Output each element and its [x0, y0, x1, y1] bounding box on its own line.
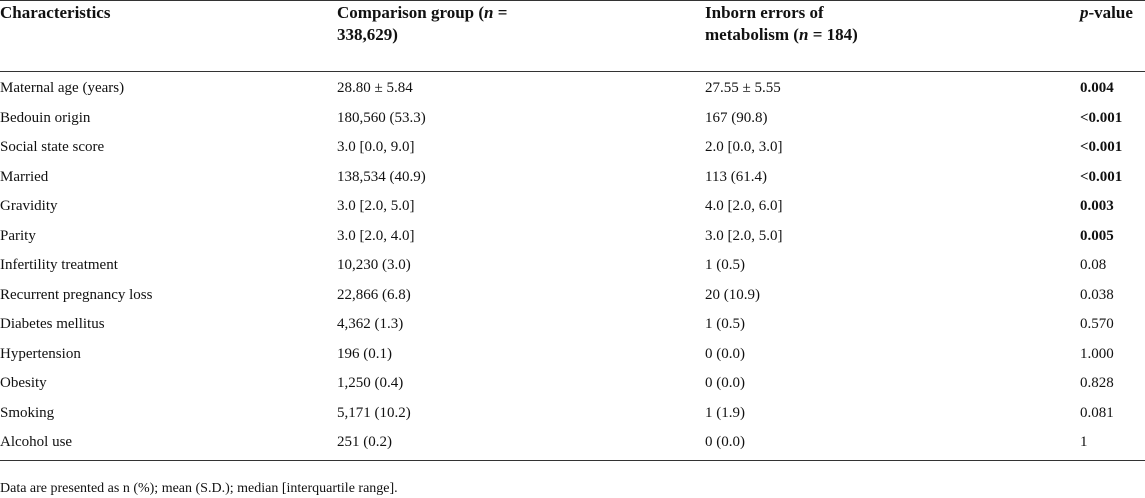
cell-p-value: 0.005	[1080, 227, 1114, 244]
cell-p-value: 0.08	[1080, 257, 1107, 273]
cell-iem: 0 (0.0)	[705, 375, 745, 391]
cell-iem: 1 (0.5)	[705, 257, 745, 273]
cell-comparison: 180,560 (53.3)	[337, 109, 426, 126]
cell-p-value: 0.081	[1080, 404, 1114, 421]
header-text: = 184)	[808, 25, 858, 44]
header-text: 338,629)	[337, 25, 398, 44]
cell-p-value: 0.570	[1080, 316, 1114, 332]
header-comparison: Comparison group (n = 338,629)	[337, 2, 507, 46]
cell-characteristic: Social state score	[0, 139, 105, 155]
cell-characteristic: Diabetes mellitus	[0, 316, 105, 332]
cell-comparison: 138,534 (40.9)	[337, 168, 426, 185]
cell-p-value: 0.003	[1080, 198, 1114, 214]
cell-comparison: 28.80 ± 5.84	[337, 80, 413, 96]
cell-comparison: 196 (0.1)	[337, 345, 392, 362]
cell-comparison: 3.0 [0.0, 9.0]	[337, 139, 415, 155]
cell-iem: 3.0 [2.0, 5.0]	[705, 227, 783, 244]
cell-iem: 0 (0.0)	[705, 434, 745, 450]
header-text: n	[798, 25, 809, 44]
cell-iem: 0 (0.0)	[705, 345, 745, 362]
cell-comparison: 3.0 [2.0, 4.0]	[337, 227, 415, 244]
cell-comparison: 4,362 (1.3)	[337, 316, 404, 332]
cell-characteristic: Bedouin origin	[0, 109, 91, 126]
cell-p-value: <0.001	[1080, 168, 1123, 185]
cell-p-value: <0.001	[1080, 109, 1123, 126]
cell-comparison: 5,171 (10.2)	[337, 404, 411, 421]
cell-comparison: 3.0 [2.0, 5.0]	[337, 198, 415, 214]
cell-characteristic: Infertility treatment	[0, 257, 118, 273]
cell-characteristic: Smoking	[0, 404, 55, 421]
cell-characteristic: Obesity	[0, 375, 47, 391]
cell-iem: 167 (90.8)	[705, 109, 768, 126]
cell-comparison: 10,230 (3.0)	[337, 257, 411, 273]
cell-characteristic: Gravidity	[0, 198, 58, 214]
cell-iem: 27.55 ± 5.55	[705, 80, 781, 96]
cell-iem: 1 (1.9)	[705, 404, 745, 421]
cell-iem: 4.0 [2.0, 6.0]	[705, 198, 783, 214]
header-text: -value	[1088, 3, 1133, 22]
cell-iem: 20 (10.9)	[705, 286, 760, 303]
cell-characteristic: Married	[0, 168, 49, 185]
header-text: metabolism (	[705, 25, 799, 44]
cell-p-value: 0.828	[1080, 375, 1114, 391]
cell-characteristic: Maternal age (years)	[0, 80, 125, 96]
header-text: n	[484, 3, 494, 22]
header-characteristics: Characteristics	[0, 3, 111, 22]
cell-comparison: 251 (0.2)	[337, 434, 392, 450]
header-iem: Inborn errors of metabolism (n = 184)	[705, 2, 858, 46]
cell-p-value: 1.000	[1080, 345, 1114, 362]
cell-p-value: 0.004	[1080, 80, 1114, 96]
header-p-value: p-value	[1080, 2, 1133, 24]
header-text: =	[493, 3, 508, 22]
cell-p-value: 1	[1080, 434, 1088, 450]
cell-comparison: 1,250 (0.4)	[337, 375, 404, 391]
header-text: Comparison group (	[337, 3, 485, 22]
cell-characteristic: Parity	[0, 227, 36, 244]
cell-p-value: <0.001	[1080, 139, 1123, 155]
cell-iem: 1 (0.5)	[705, 316, 745, 332]
cell-characteristic: Alcohol use	[0, 434, 73, 450]
header-rule	[0, 71, 1145, 72]
cell-iem: 2.0 [0.0, 3.0]	[705, 139, 783, 155]
top-rule	[0, 0, 1145, 1]
header-text: p	[1080, 3, 1089, 22]
cell-characteristic: Hypertension	[0, 345, 81, 362]
bottom-rule	[0, 460, 1145, 461]
cell-characteristic: Recurrent pregnancy loss	[0, 286, 153, 303]
cell-comparison: 22,866 (6.8)	[337, 286, 411, 303]
header-text: Inborn errors of	[705, 3, 824, 22]
cell-iem: 113 (61.4)	[705, 168, 767, 185]
cell-p-value: 0.038	[1080, 286, 1114, 303]
footnote: Data are presented as n (%); mean (S.D.)…	[0, 481, 398, 496]
